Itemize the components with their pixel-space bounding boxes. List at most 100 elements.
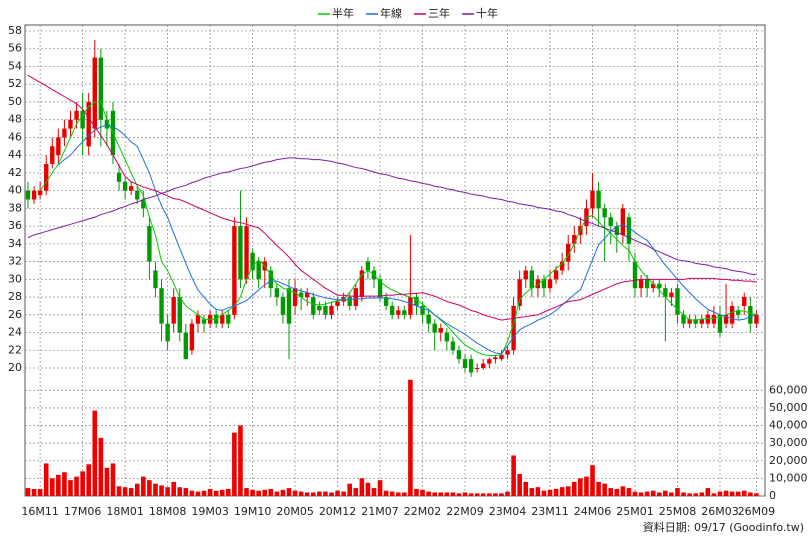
volume-bar	[735, 491, 741, 496]
candle-body	[377, 279, 383, 298]
candle-body	[220, 314, 225, 324]
candle-body	[438, 328, 443, 333]
volume-bar	[608, 488, 614, 496]
candle-body	[681, 314, 686, 324]
candle-body	[31, 190, 37, 200]
volume-bar	[256, 490, 261, 496]
volume-bar	[620, 486, 626, 496]
y-tick-label: 24	[8, 326, 22, 339]
y2-tick-label: 50,000	[769, 401, 808, 414]
volume-bar	[553, 488, 559, 496]
x-tick-label: 24M06	[574, 505, 612, 518]
y2-tick-label: 40,000	[769, 419, 808, 432]
volume-bar	[371, 488, 377, 496]
volume-bar	[92, 410, 98, 496]
y-tick-label: 38	[8, 201, 22, 214]
y-tick-label: 44	[8, 148, 22, 161]
volume-bar	[584, 476, 589, 496]
volume-bar	[159, 485, 164, 496]
volume-bar	[462, 492, 468, 496]
candle-body	[305, 292, 310, 298]
volume-bar	[408, 379, 413, 496]
candle-body	[687, 319, 692, 324]
candle-body	[232, 226, 237, 315]
volume-bar	[317, 491, 322, 496]
candle-body	[663, 288, 668, 298]
volume-bar	[274, 491, 280, 496]
x-tick-label: 20M12	[319, 505, 357, 518]
volume-bar	[493, 493, 498, 496]
candle-body	[723, 314, 729, 324]
footnote: 資料日期: 09/17 (Goodinfo.tw)	[643, 520, 804, 534]
legend-label: 十年	[476, 6, 498, 20]
candle-body	[116, 172, 122, 182]
volume-bar	[341, 491, 346, 496]
volume-bar	[389, 491, 395, 496]
volume-bar	[644, 491, 650, 496]
volume-bar	[529, 488, 535, 496]
candle-body	[383, 297, 389, 306]
volume-bar	[675, 488, 680, 496]
candle-body	[590, 190, 595, 209]
y-tick-label: 54	[8, 59, 22, 72]
volume-bar	[62, 472, 67, 496]
volume-bar	[402, 492, 407, 496]
volume-bar	[687, 493, 692, 496]
volume-bar	[74, 476, 79, 496]
volume-bar	[286, 488, 292, 496]
volume-bar	[238, 425, 243, 496]
volume-bar	[329, 492, 334, 496]
volume-bar	[268, 488, 274, 496]
candle-body	[44, 164, 49, 191]
y2-tick-label: 0	[769, 489, 776, 502]
candle-body	[444, 332, 450, 342]
volume-bar	[122, 487, 128, 496]
candle-body	[596, 190, 601, 209]
volume-bar	[189, 490, 195, 496]
volume-bar	[377, 480, 383, 496]
candle-body	[505, 350, 510, 355]
candle-body	[98, 57, 104, 120]
volume-bar	[183, 488, 189, 496]
volume-bar	[614, 488, 620, 496]
volume-bar	[335, 490, 340, 496]
volume-bar	[347, 483, 353, 496]
candle-body	[226, 314, 231, 324]
volume-bar	[244, 488, 249, 496]
volume-bar	[638, 492, 644, 496]
candle-body	[323, 305, 328, 315]
volume-bar	[705, 488, 711, 496]
y-tick-label: 58	[8, 24, 22, 37]
candle-body	[153, 270, 158, 289]
volume-bar	[626, 488, 632, 496]
volume-bar	[80, 471, 85, 496]
volume-bar	[432, 492, 437, 496]
volume-bar	[420, 489, 425, 496]
candle-body	[517, 279, 522, 306]
y-tick-label: 30	[8, 272, 22, 285]
volume-bar	[43, 463, 49, 496]
volume-bar	[128, 488, 134, 496]
y2-tick-label: 30,000	[769, 436, 808, 449]
candle-body	[450, 341, 456, 351]
x-tick-label: 26M09	[738, 505, 776, 518]
candle-body	[256, 261, 261, 280]
volume-bar	[632, 491, 638, 496]
y-tick-label: 52	[8, 77, 22, 90]
volume-bar	[383, 490, 389, 496]
candle-body	[608, 217, 613, 227]
x-tick-label: 23M04	[489, 505, 527, 518]
candle-body	[298, 292, 304, 298]
candle-body	[244, 226, 249, 280]
volume-bar	[31, 488, 37, 496]
candle-body	[177, 297, 182, 333]
candle-body	[748, 305, 753, 324]
ma-line	[39, 101, 757, 357]
candle-body	[669, 292, 674, 298]
volume-bar	[438, 492, 444, 496]
volume-bar	[565, 486, 571, 496]
x-tick-label: 26M03	[701, 505, 739, 518]
volume-bar	[663, 490, 668, 496]
volume-bar	[353, 488, 359, 496]
candle-body	[632, 261, 638, 289]
